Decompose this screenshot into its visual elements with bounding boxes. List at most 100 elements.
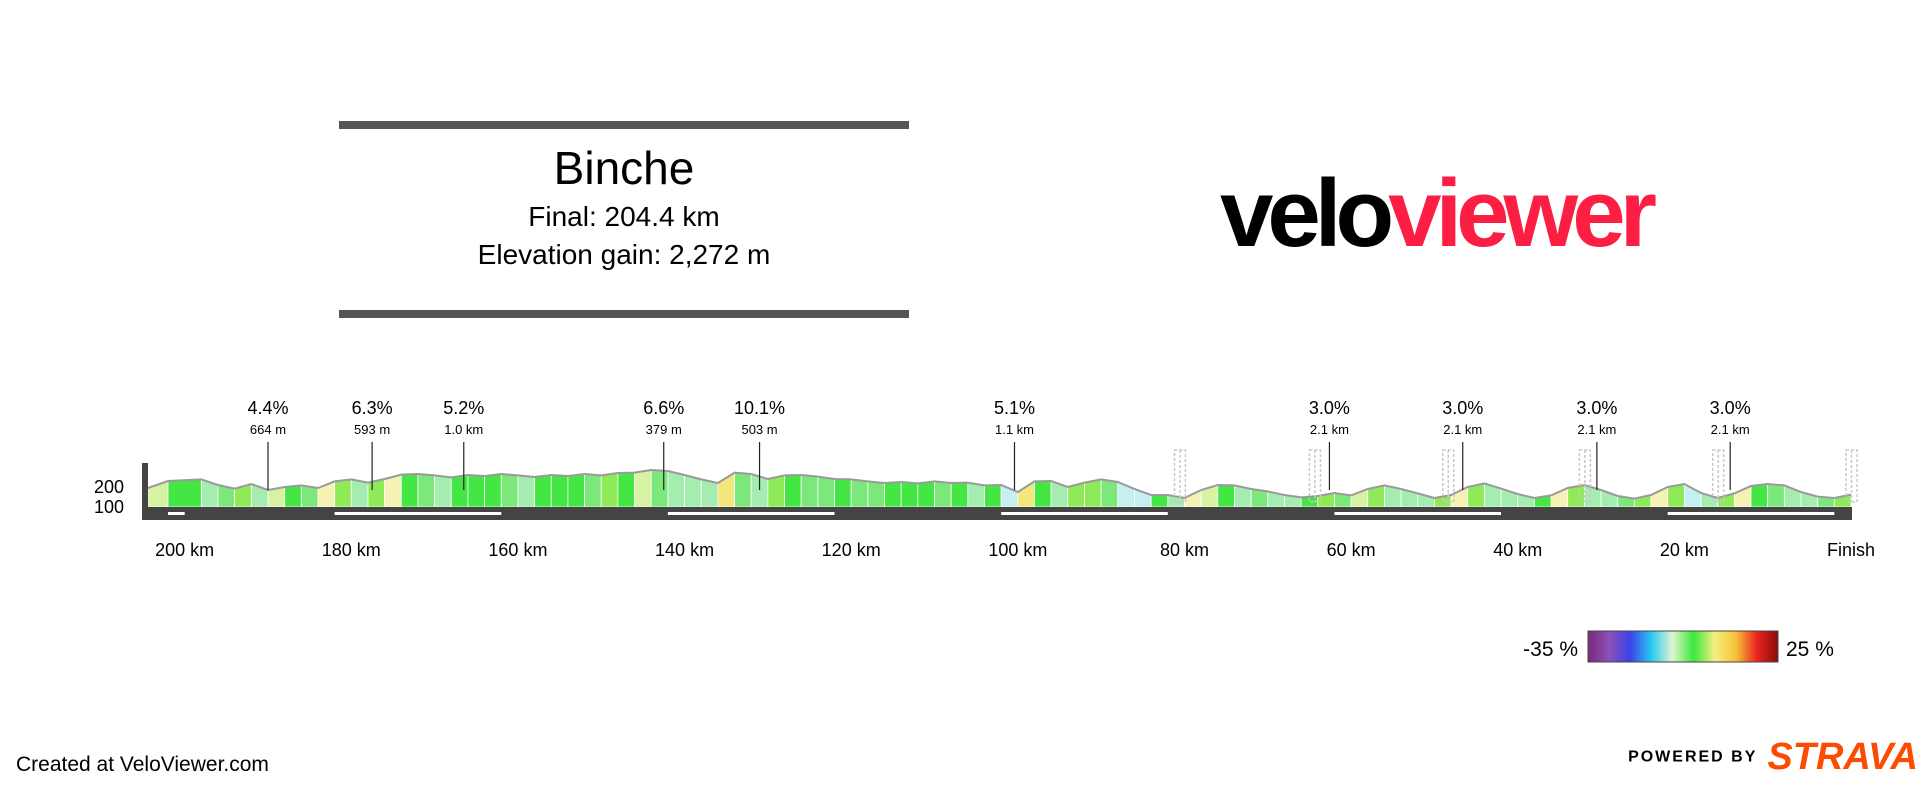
finish-line-marker: [1441, 449, 1455, 503]
created-at-credit: Created at VeloViewer.com: [16, 753, 269, 776]
finish-line-markers: [1173, 449, 1858, 503]
climb-length-label: 593 m: [354, 422, 390, 437]
climb-length-label: 2.1 km: [1443, 422, 1482, 437]
finish-line-marker: [1173, 449, 1187, 503]
climb-gradient-label: 6.3%: [352, 398, 393, 418]
distance-axis-segment: [1667, 512, 1835, 515]
y-tick-label: 100: [94, 497, 124, 517]
profile-segment: [450, 474, 469, 508]
climb-length-label: 664 m: [250, 422, 286, 437]
profile-segment: [1100, 478, 1119, 508]
x-tick-label: 120 km: [822, 540, 881, 560]
legend-min-label: -35 %: [1523, 638, 1578, 661]
profile-segment: [500, 473, 519, 508]
gradient-legend-bar: [1587, 630, 1779, 663]
profile-segment: [1034, 480, 1052, 508]
profile-segment: [284, 484, 302, 508]
profile-segment: [967, 482, 985, 508]
climb-gradient-label: 3.0%: [1309, 398, 1350, 418]
profile-segment: [917, 480, 935, 508]
stage-final-distance: Final: 204.4 km: [528, 200, 720, 232]
climb-annotation: 4.4% 664 m: [247, 398, 288, 490]
powered-by-strava: POWERED BY STRAVA: [1628, 736, 1918, 779]
legend-max-label: 25 %: [1786, 638, 1834, 661]
climb-annotation: 5.2% 1.0 km: [443, 398, 484, 490]
climb-length-label: 2.1 km: [1577, 422, 1616, 437]
finish-line-marker: [1308, 449, 1322, 503]
climb-length-label: 1.1 km: [995, 422, 1034, 437]
x-tick-label: 140 km: [655, 540, 714, 560]
profile-segment: [684, 474, 702, 508]
x-tick-label: 160 km: [488, 540, 547, 560]
distance-axis-segment: [667, 512, 835, 515]
climb-length-label: 503 m: [741, 422, 777, 437]
profile-segment: [400, 473, 419, 508]
logo-viewer: viewer: [1388, 160, 1657, 267]
profile-segment: [334, 478, 352, 508]
profile-segment: [900, 481, 919, 508]
distance-axis-segments: [167, 512, 1835, 515]
y-axis: [142, 463, 148, 516]
profile-segment: [1084, 478, 1102, 508]
finish-line-marker: [1711, 449, 1725, 503]
distance-axis-segment: [167, 512, 185, 515]
climb-gradient-label: 6.6%: [643, 398, 684, 418]
climb-length-label: 1.0 km: [444, 422, 483, 437]
profile-segment: [517, 474, 535, 508]
x-tick-labels: 200 km 180 km 160 km 140 km 120 km 100 km 80 k…: [155, 540, 1875, 560]
profile-segment: [984, 484, 1002, 508]
distance-axis-segment: [1334, 512, 1502, 515]
profile-segment: [1150, 494, 1169, 508]
veloviewer-logo: veloviewer: [1220, 166, 1657, 262]
profile-segment: [617, 472, 635, 508]
climb-gradient-label: 4.4%: [247, 398, 288, 418]
strava-logo: STRAVA: [1767, 736, 1918, 778]
climb-annotation: 5.1% 1.1 km: [994, 398, 1035, 490]
distance-axis-segment: [1001, 512, 1168, 515]
profile-segment: [634, 469, 652, 508]
profile-segment: [167, 478, 202, 508]
title-bottom-rule: [339, 310, 909, 318]
profile-segment: [950, 482, 969, 508]
climb-annotation: 3.0% 2.1 km: [1442, 398, 1483, 490]
distance-axis-bar: [142, 507, 1852, 520]
finish-line-marker: [1845, 449, 1858, 503]
profile-segment: [850, 478, 869, 508]
title-top-rule: [339, 121, 909, 129]
climb-annotations: 4.4% 664 m 6.3% 593 m 5.2% 1.0 km 6.6% 379 m 10.…: [247, 398, 1751, 490]
profile-segment: [484, 473, 502, 508]
profile-segment: [434, 474, 452, 508]
climb-length-label: 2.1 km: [1310, 422, 1349, 437]
x-tick-label: 40 km: [1493, 540, 1542, 560]
climb-annotation: 6.3% 593 m: [352, 398, 393, 490]
profile-segment: [934, 480, 952, 508]
profile-segment: [767, 474, 785, 508]
profile-segment: [467, 474, 486, 508]
profile-segment: [1017, 480, 1035, 508]
climb-gradient-label: 10.1%: [734, 398, 785, 418]
profile-segment: [834, 478, 852, 508]
x-tick-label: 180 km: [322, 540, 381, 560]
climb-length-label: 2.1 km: [1711, 422, 1750, 437]
profile-segment: [567, 473, 585, 508]
profile-segment: [867, 480, 885, 508]
x-tick-label: 80 km: [1160, 540, 1209, 560]
profile-segment: [350, 478, 369, 508]
climb-gradient-label: 5.2%: [443, 398, 484, 418]
climb-gradient-label: 3.0%: [1442, 398, 1483, 418]
profile-segment: [700, 478, 719, 508]
x-tick-label: 100 km: [988, 540, 1047, 560]
climb-gradient-label: 3.0%: [1576, 398, 1617, 418]
climb-gradient-label: 3.0%: [1710, 398, 1751, 418]
stage-elevation-gain: Elevation gain: 2,272 m: [477, 238, 771, 270]
elevation-profile-chart: 4.4% 664 m 6.3% 593 m 5.2% 1.0 km 6.6% 379 m 10.…: [94, 398, 1875, 663]
profile-segment: [300, 484, 319, 508]
x-tick-label: 60 km: [1327, 540, 1376, 560]
climb-annotation: 3.0% 2.1 km: [1309, 398, 1350, 490]
profile-segment: [550, 474, 569, 508]
logo-velo: velo: [1220, 160, 1394, 267]
profile-segment: [1184, 489, 1202, 508]
profile-segment: [884, 481, 902, 508]
stage-info: Binche Final: 204.4 km Elevation gain: 2…: [339, 140, 909, 274]
